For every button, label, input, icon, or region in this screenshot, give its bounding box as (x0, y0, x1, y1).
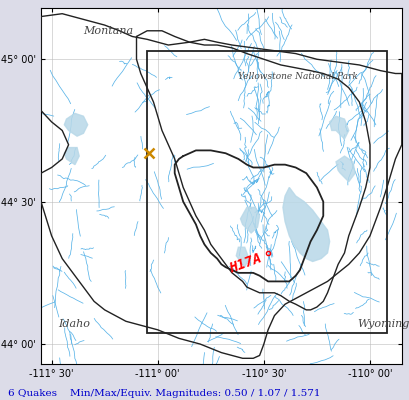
Polygon shape (329, 116, 348, 139)
Polygon shape (335, 156, 354, 182)
Text: Idaho: Idaho (58, 319, 90, 329)
Text: H17A: H17A (227, 251, 263, 276)
Text: Yellowstone National Park: Yellowstone National Park (238, 72, 357, 81)
Text: Montana: Montana (83, 26, 133, 36)
Polygon shape (64, 113, 88, 136)
Polygon shape (236, 247, 248, 267)
Text: 6 Quakes    Min/Max/Equiv. Magnitudes: 0.50 / 1.07 / 1.571: 6 Quakes Min/Max/Equiv. Magnitudes: 0.50… (8, 389, 320, 398)
Polygon shape (282, 188, 329, 262)
Text: Wyoming: Wyoming (356, 319, 409, 329)
Polygon shape (240, 207, 259, 233)
Polygon shape (64, 148, 79, 165)
